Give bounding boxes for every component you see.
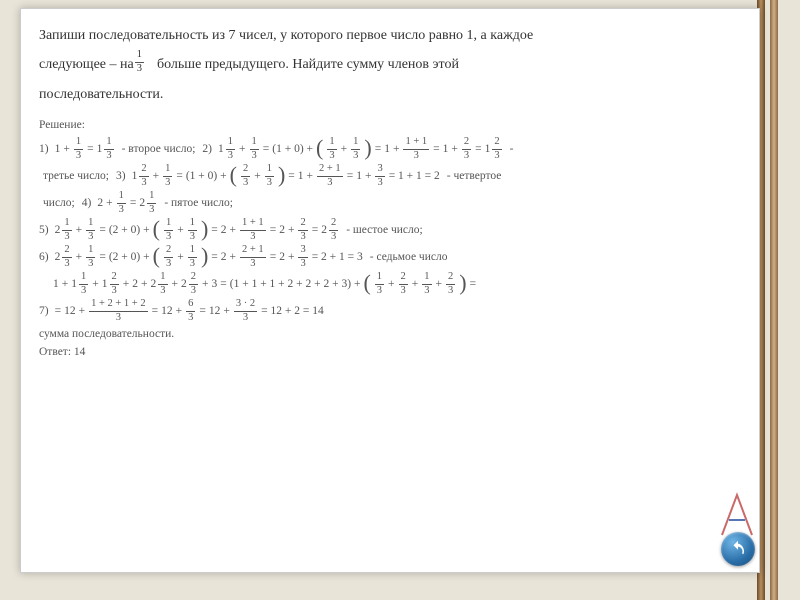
decor-bar-right bbox=[770, 0, 778, 600]
problem-line-3: последовательности. bbox=[39, 80, 741, 109]
solution-block: Решение: 1) 1+ 13 = 113 - второе число; … bbox=[39, 117, 741, 361]
sum-label: сумма последовательности. bbox=[39, 326, 741, 343]
problem-statement: Запиши последовательность из 7 чисел, у … bbox=[39, 21, 741, 109]
back-button[interactable] bbox=[721, 532, 755, 566]
problem-line-1: Запиши последовательность из 7 чисел, у … bbox=[39, 21, 741, 50]
step-7b: 7) =12+ 1 + 2 + 1 + 23 =12+ 63 =12+ 3 · … bbox=[39, 299, 741, 323]
solution-heading: Решение: bbox=[39, 117, 741, 134]
step-6: 6) 223 + 13 = (2 + 0) + ( 23 + 13 ) =2+ … bbox=[39, 245, 741, 269]
step-1-2: 1) 1+ 13 = 113 - второе число; 2) 113 + … bbox=[39, 137, 741, 161]
step-3: третье число; 3) 123 + 13 = (1 + 0) + ( … bbox=[39, 164, 741, 188]
problem-line-2: следующее – на 1 3 больше предыдущего. Н… bbox=[39, 50, 741, 79]
step-5: 5) 213 + 13 = (2 + 0) + ( 13 + 13 ) =2+ … bbox=[39, 218, 741, 242]
answer: Ответ: 14 bbox=[39, 344, 741, 361]
problem-fraction: 1 3 bbox=[135, 50, 144, 79]
undo-icon bbox=[729, 540, 747, 558]
page-card: Запиши последовательность из 7 чисел, у … bbox=[20, 8, 760, 573]
step-7a: 1+ 113 + 123 +2+ 213 + 223 +3 = (1 + 1 +… bbox=[53, 272, 741, 296]
step-4: число; 4) 2+ 13 = 213 - пятое число; bbox=[39, 191, 741, 215]
